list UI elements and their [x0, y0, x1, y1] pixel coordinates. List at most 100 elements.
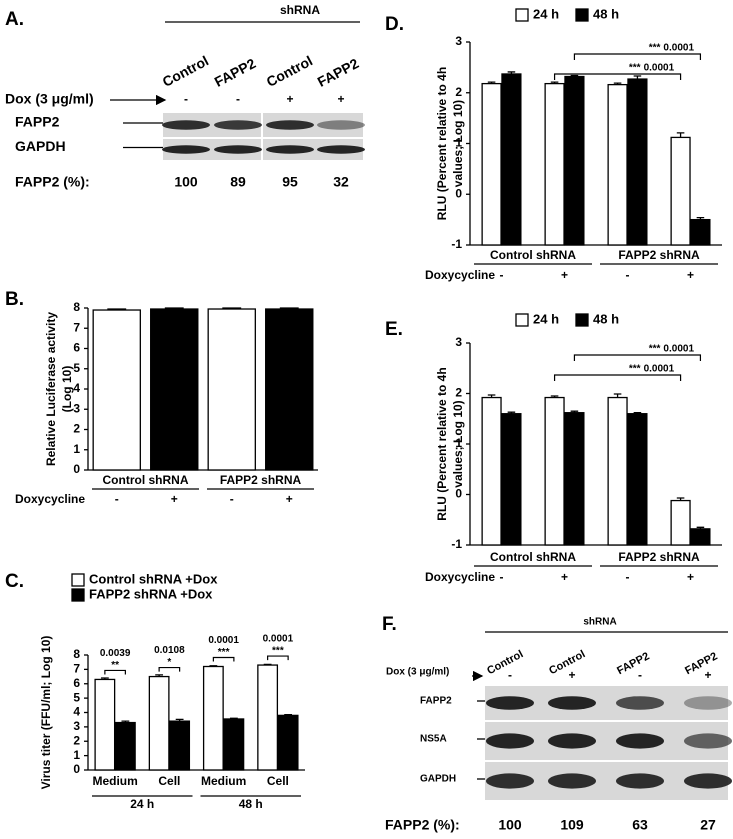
treatment-label: Dox (3 μg/ml)	[5, 91, 94, 107]
y-axis-label: values; Log 10)	[451, 100, 465, 187]
bar	[481, 82, 502, 246]
legend-swatch	[515, 313, 529, 327]
quant-label: FAPP2 (%):	[385, 817, 460, 833]
group-label: FAPP2 shRNA	[618, 248, 700, 262]
y-tick-label: -1	[451, 537, 462, 551]
sign: +	[337, 92, 344, 106]
significance-bracket	[267, 655, 289, 661]
blot-band	[266, 145, 314, 154]
significance-bracket	[573, 354, 702, 361]
x-tick-label: -	[626, 570, 630, 584]
error-bar	[507, 411, 516, 414]
error-bar	[279, 307, 299, 310]
error-bar	[164, 307, 184, 310]
bar	[627, 78, 648, 246]
y-tick-label: 5	[73, 690, 80, 704]
error-bar	[121, 720, 130, 723]
p-value: 0.0039	[100, 648, 131, 659]
p-value: 0.0108	[154, 645, 185, 656]
quant-label: FAPP2 (%):	[15, 174, 90, 190]
lane-label: Control	[264, 52, 315, 89]
blot-band	[684, 696, 732, 710]
bar	[627, 413, 648, 546]
blot-band	[548, 696, 596, 710]
y-tick-label: 1	[455, 436, 462, 450]
blot-band	[486, 773, 534, 789]
y-tick-label: 0	[73, 462, 80, 476]
blot-band	[266, 120, 314, 130]
legend-swatch	[71, 588, 85, 602]
bar	[169, 720, 191, 771]
significance-bracket	[212, 656, 235, 662]
row-label: FAPP2	[15, 114, 60, 130]
bar	[202, 665, 224, 771]
y-tick-label: 1	[455, 136, 462, 150]
legend-label: 48 h	[593, 6, 619, 21]
blot-band	[486, 696, 534, 710]
y-axis-label: RLU (Percent relative to 4h	[435, 367, 449, 520]
panel-letter: E.	[385, 319, 403, 340]
x-tick-label: +	[561, 268, 568, 282]
error-bar	[222, 307, 242, 310]
y-tick-label: 3	[455, 335, 462, 349]
y-tick-label: 8	[73, 300, 80, 314]
y-tick-label: 4	[73, 705, 80, 719]
lane-label: FAPP2	[683, 650, 719, 677]
sign: -	[638, 668, 642, 682]
sign: -	[184, 92, 188, 106]
x-tick-label: +	[171, 492, 178, 506]
sign: -	[508, 668, 512, 682]
legend-swatch	[575, 8, 589, 22]
y-tick-label: 3	[73, 719, 80, 733]
blot-band	[548, 773, 596, 789]
error-bar	[570, 410, 579, 413]
x-tick-label: Cell	[267, 774, 289, 788]
y-tick-label: 6	[73, 341, 80, 355]
error-bar	[696, 526, 705, 529]
significance-bracket	[573, 53, 702, 60]
y-tick-label: 2	[455, 85, 462, 99]
significance-stars: **	[111, 660, 119, 671]
p-value: 0.0001	[644, 63, 675, 74]
quant-value: 109	[560, 817, 584, 833]
y-tick-label: 1	[73, 748, 80, 762]
panel-letter: A.	[5, 9, 24, 30]
bar	[223, 718, 245, 771]
y-tick-label: -1	[451, 237, 462, 251]
y-tick-label: 2	[455, 386, 462, 400]
significance-stars: ***	[218, 647, 230, 658]
legend-label: 24 h	[533, 311, 559, 326]
lane-label: FAPP2	[615, 650, 651, 677]
p-value: 0.0001	[663, 344, 694, 355]
significance-stars: ***	[649, 344, 661, 355]
blot-band	[317, 120, 365, 130]
quant-value: 95	[282, 174, 298, 190]
y-axis-label: (Log 10)	[60, 366, 74, 413]
significance-stars: ***	[629, 364, 641, 375]
row-label: FAPP2	[420, 696, 452, 707]
blot-band	[616, 733, 664, 749]
y-tick-label: 0	[455, 487, 462, 501]
sign: +	[568, 668, 575, 682]
x-tick-label: -	[500, 268, 504, 282]
group-label: Control shRNA	[490, 550, 576, 564]
quant-value: 89	[230, 174, 246, 190]
legend-swatch	[575, 313, 589, 327]
y-axis-label: Virus titer (FFU/ml; Log 10)	[39, 636, 53, 790]
x-tick-label: -	[115, 492, 119, 506]
error-bar	[100, 677, 109, 680]
y-tick-label: 4	[73, 381, 80, 395]
bar	[670, 136, 691, 246]
y-tick-label: 3	[455, 34, 462, 48]
significance-stars: *	[167, 657, 171, 668]
error-bar	[507, 71, 516, 74]
bar	[265, 308, 314, 471]
y-tick-label: 3	[73, 401, 80, 415]
y-tick-label: 5	[73, 361, 80, 375]
bar	[94, 678, 116, 771]
panel-letter: D.	[385, 14, 404, 35]
bar	[607, 83, 628, 246]
bar	[501, 413, 522, 546]
lane-label: FAPP2	[315, 55, 362, 90]
y-tick-label: 8	[73, 647, 80, 661]
